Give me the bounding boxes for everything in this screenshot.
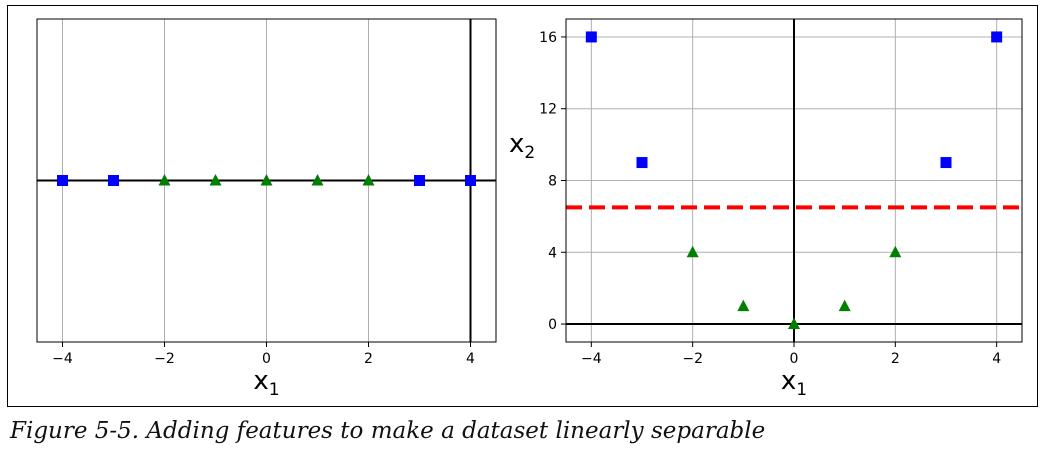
y-tick-label-0: 0 — [548, 317, 557, 333]
square-point-0-1 — [108, 175, 119, 186]
x-axis-label: x1 — [253, 366, 279, 400]
x-tick-label-3: 2 — [891, 351, 900, 367]
y-tick-label-2: 8 — [548, 174, 557, 190]
y-tick-label-1: 4 — [548, 245, 557, 261]
x-tick-label-0: −4 — [581, 351, 602, 367]
figure-caption: Figure 5-5. Adding features to make a da… — [10, 418, 766, 444]
x-tick-label-4: 4 — [992, 351, 1001, 367]
y-tick-label-4: 16 — [539, 30, 557, 46]
triangle-point-1-2 — [260, 174, 273, 186]
triangle-point-1-1 — [209, 174, 222, 186]
x-tick-label-1: −2 — [682, 351, 703, 367]
x-tick-label-4: 4 — [466, 351, 475, 367]
figure-plots: −4 −2 0 2 4 x1 −4 −2 0 2 4 0 4 8 12 16 x1 x2 — [36, 18, 1023, 400]
square-point-0-1 — [636, 157, 648, 169]
x-tick-label-0: −4 — [52, 351, 73, 367]
square-point-0-0 — [585, 31, 597, 43]
figure-frame — [7, 5, 1038, 407]
square-point-0-2 — [940, 157, 952, 169]
x-tick-label-2: 0 — [790, 351, 799, 367]
x-axis-label: x1 — [781, 366, 807, 400]
square-point-0-0 — [57, 175, 68, 186]
y-tick-label-3: 12 — [539, 102, 557, 118]
square-point-0-3 — [991, 31, 1003, 43]
left-scatter-plot: −4 −2 0 2 4 x1 — [36, 18, 497, 400]
right-scatter-plot: −4 −2 0 2 4 0 4 8 12 16 x1 x2 — [509, 18, 1023, 400]
triangle-point-1-4 — [889, 245, 902, 258]
triangle-point-1-2 — [788, 317, 800, 330]
x-tick-label-3: 2 — [364, 351, 373, 367]
triangle-point-1-4 — [362, 174, 375, 186]
square-point-0-3 — [465, 175, 476, 186]
triangle-point-1-3 — [311, 174, 324, 186]
triangle-point-1-3 — [838, 299, 851, 312]
x-tick-label-2: 0 — [262, 351, 271, 367]
triangle-point-1-1 — [737, 299, 750, 312]
triangle-point-1-0 — [686, 245, 699, 258]
y-axis-label: x2 — [509, 129, 535, 163]
x-tick-label-1: −2 — [154, 351, 175, 367]
square-point-0-2 — [414, 175, 425, 186]
triangle-point-1-0 — [158, 174, 171, 186]
